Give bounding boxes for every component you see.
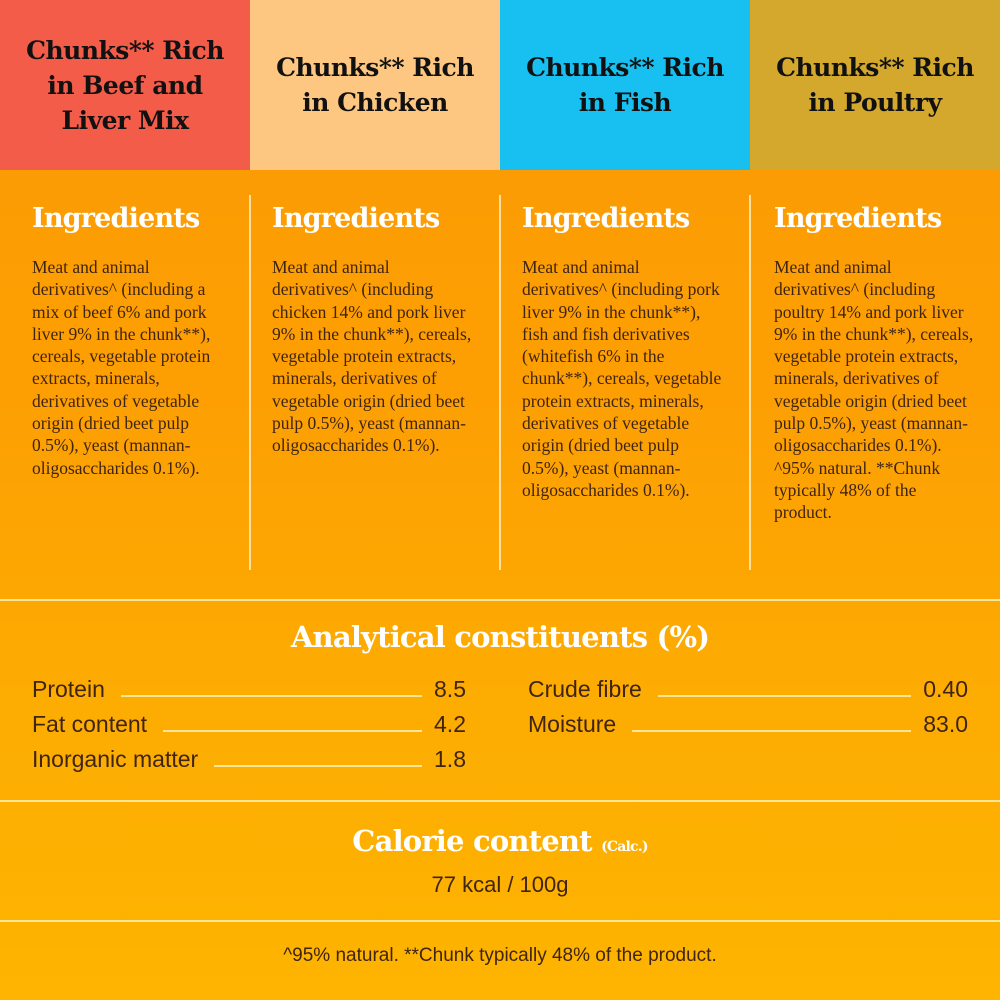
analytical-title: Analytical constituents (%) (290, 620, 710, 654)
constituent-value: 8.5 (434, 676, 466, 702)
variant-header-beef: Chunks** Rich in Beef and Liver Mix (0, 0, 250, 170)
variant-header-fish: Chunks** Rich in Fish (500, 0, 750, 170)
section-divider (0, 800, 1000, 802)
column-divider (749, 195, 751, 570)
constituent-row: Moisture 83.0 (528, 708, 968, 738)
constituent-value: 83.0 (923, 711, 968, 737)
ingredients-text: Meat and animal derivatives^ (including … (32, 257, 211, 478)
ingredients-poultry: Ingredients Meat and animal derivatives^… (742, 195, 992, 524)
column-divider (249, 195, 251, 570)
dotted-leader (657, 695, 912, 697)
constituent-value: 4.2 (434, 711, 466, 737)
ingredients-chicken: Ingredients Meat and animal derivatives^… (240, 195, 490, 457)
constituent-row: Inorganic matter 1.8 (32, 743, 466, 773)
dotted-leader (214, 765, 423, 767)
constituent-value: 1.8 (434, 746, 466, 772)
constituent-label: Crude fibre (528, 676, 642, 702)
dotted-leader (120, 695, 423, 697)
constituent-label: Moisture (528, 711, 617, 737)
ingredients-text: Meat and animal derivatives^ (including … (272, 257, 472, 456)
calorie-calc-note: (Calc.) (601, 839, 648, 855)
ingredients-beef: Ingredients Meat and animal derivatives^… (0, 195, 250, 479)
constituent-row: Protein 8.5 (32, 673, 466, 703)
dotted-leader (163, 730, 423, 732)
ingredients-fish: Ingredients Meat and animal derivatives^… (490, 195, 740, 501)
ingredients-heading: Ingredients (774, 203, 942, 234)
section-divider (0, 920, 1000, 922)
calorie-title: Calorie content (Calc.) (0, 824, 1000, 858)
ingredients-text: Meat and animal derivatives^ (including … (774, 257, 974, 523)
ingredients-text: Meat and animal derivatives^ (including … (522, 257, 722, 500)
footnote: ^95% natural. **Chunk typically 48% of t… (283, 945, 717, 966)
calorie-value: 77 kcal / 100g (431, 872, 569, 897)
variant-header-poultry: Chunks** Rich in Poultry (750, 0, 1000, 170)
constituent-value: 0.40 (923, 676, 968, 702)
variant-header-chicken: Chunks** Rich in Chicken (250, 0, 500, 170)
section-divider (0, 599, 1000, 601)
ingredients-heading: Ingredients (522, 203, 690, 234)
dotted-leader (632, 730, 912, 732)
constituent-label: Inorganic matter (32, 746, 199, 772)
constituent-label: Fat content (32, 711, 148, 737)
column-divider (499, 195, 501, 570)
calorie-title-text: Calorie content (352, 824, 592, 858)
constituent-row: Crude fibre 0.40 (528, 673, 968, 703)
ingredients-heading: Ingredients (32, 203, 200, 234)
constituent-label: Protein (32, 676, 105, 702)
ingredients-heading: Ingredients (272, 203, 440, 234)
constituent-row: Fat content 4.2 (32, 708, 466, 738)
